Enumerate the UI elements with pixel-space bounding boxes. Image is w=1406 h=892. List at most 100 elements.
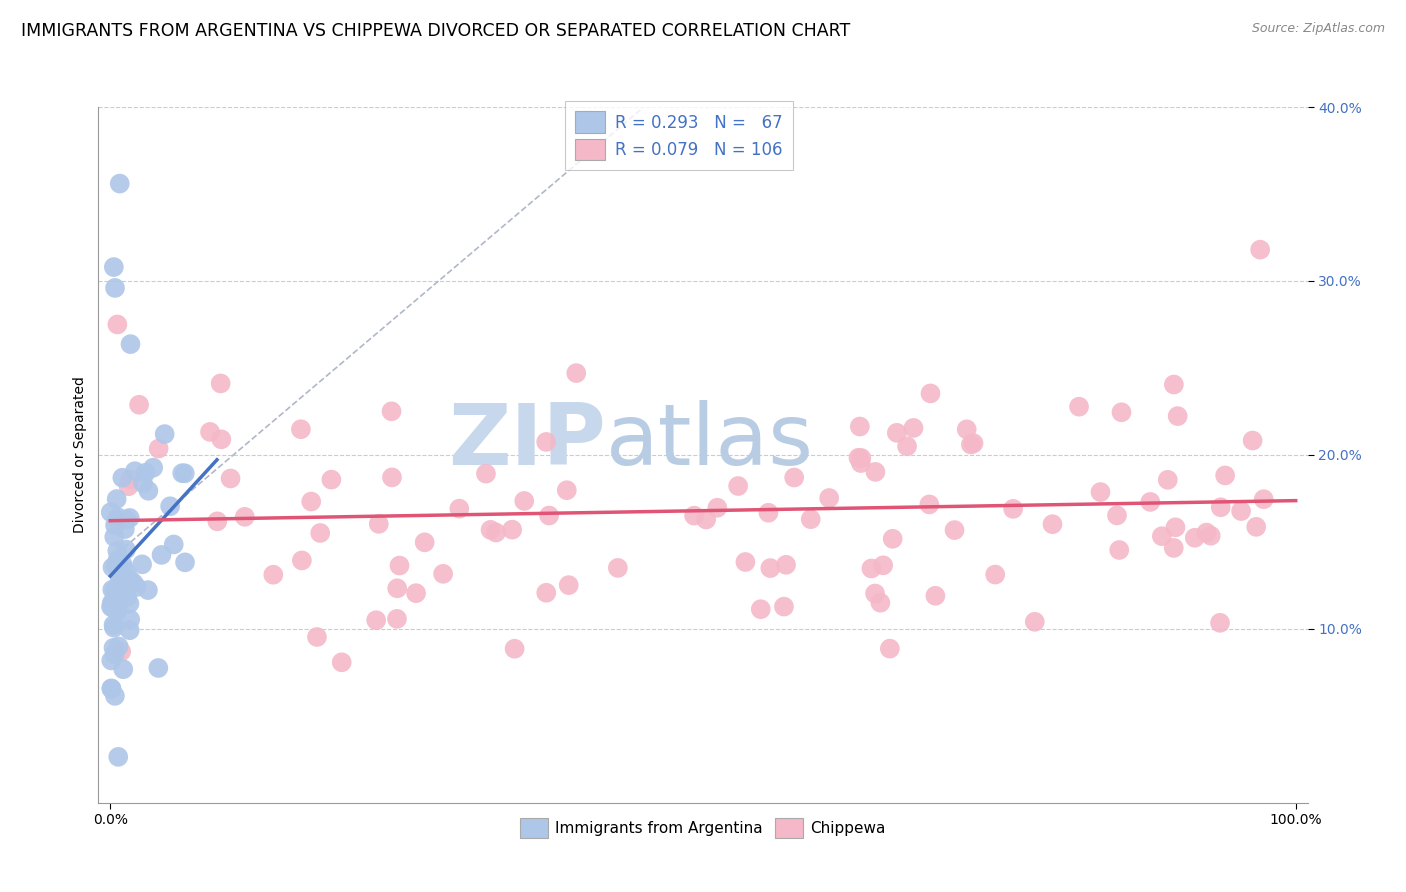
Point	[387, 582, 409, 596]
Point	[388, 558, 411, 573]
Point	[115, 581, 138, 595]
Point	[479, 523, 502, 537]
Point	[367, 516, 389, 531]
Point	[107, 553, 129, 567]
Point	[1139, 495, 1161, 509]
Point	[1184, 531, 1206, 545]
Point	[100, 681, 122, 696]
Point	[1164, 520, 1187, 534]
Point	[291, 553, 314, 567]
Point	[1105, 508, 1128, 523]
Point	[879, 641, 901, 656]
Point	[773, 599, 796, 614]
Point	[103, 621, 125, 635]
Point	[606, 561, 628, 575]
Point	[565, 366, 588, 380]
Point	[381, 470, 404, 484]
Point	[112, 662, 135, 676]
Point	[118, 472, 141, 486]
Point	[103, 530, 125, 544]
Point	[118, 597, 141, 611]
Point	[104, 598, 127, 612]
Point	[734, 555, 756, 569]
Point	[107, 558, 129, 572]
Point	[118, 511, 141, 525]
Point	[1042, 517, 1064, 532]
Point	[198, 425, 221, 439]
Point	[851, 450, 873, 465]
Point	[727, 479, 749, 493]
Point	[262, 567, 284, 582]
Point	[903, 421, 925, 435]
Point	[100, 599, 122, 614]
Point	[956, 422, 979, 436]
Point	[115, 542, 138, 557]
Point	[132, 476, 155, 491]
Point	[366, 613, 388, 627]
Point	[1253, 492, 1275, 507]
Point	[207, 514, 229, 528]
Point	[100, 681, 122, 696]
Point	[1213, 468, 1236, 483]
Point	[920, 386, 942, 401]
Point	[100, 596, 122, 610]
Point	[683, 508, 706, 523]
Point	[1163, 541, 1185, 555]
Point	[536, 586, 558, 600]
Point	[107, 601, 129, 615]
Point	[107, 750, 129, 764]
Point	[1111, 405, 1133, 419]
Point	[111, 471, 134, 485]
Point	[209, 376, 232, 391]
Point	[104, 583, 127, 598]
Point	[305, 630, 328, 644]
Point	[103, 260, 125, 274]
Point	[1195, 525, 1218, 540]
Point	[1199, 529, 1222, 543]
Point	[110, 565, 132, 579]
Point	[115, 590, 138, 604]
Point	[219, 471, 242, 485]
Point	[865, 465, 887, 479]
Point	[142, 460, 165, 475]
Point	[136, 583, 159, 598]
Point	[107, 510, 129, 524]
Point	[153, 427, 176, 442]
Point	[1167, 409, 1189, 423]
Point	[110, 644, 132, 658]
Point	[172, 466, 194, 480]
Point	[1024, 615, 1046, 629]
Point	[413, 535, 436, 549]
Text: ZIP: ZIP	[449, 400, 606, 483]
Point	[159, 500, 181, 514]
Point	[101, 601, 124, 615]
Point	[706, 500, 728, 515]
Point	[101, 582, 124, 597]
Point	[104, 281, 127, 295]
Point	[849, 456, 872, 470]
Point	[848, 450, 870, 465]
Point	[125, 580, 148, 594]
Point	[105, 513, 128, 527]
Point	[209, 432, 232, 446]
Point	[513, 494, 536, 508]
Point	[103, 593, 125, 607]
Point	[105, 604, 128, 618]
Point	[869, 596, 891, 610]
Point	[1230, 504, 1253, 518]
Point	[309, 526, 332, 541]
Point	[100, 505, 122, 519]
Legend: Immigrants from Argentina, Chippewa: Immigrants from Argentina, Chippewa	[515, 812, 891, 844]
Point	[501, 523, 523, 537]
Point	[135, 466, 157, 480]
Point	[695, 512, 717, 526]
Point	[150, 548, 173, 562]
Point	[118, 573, 141, 587]
Point	[105, 318, 128, 332]
Point	[1090, 485, 1112, 500]
Point	[174, 555, 197, 569]
Point	[1002, 501, 1025, 516]
Y-axis label: Divorced or Separated: Divorced or Separated	[73, 376, 87, 533]
Point	[115, 512, 138, 526]
Point	[1150, 529, 1173, 543]
